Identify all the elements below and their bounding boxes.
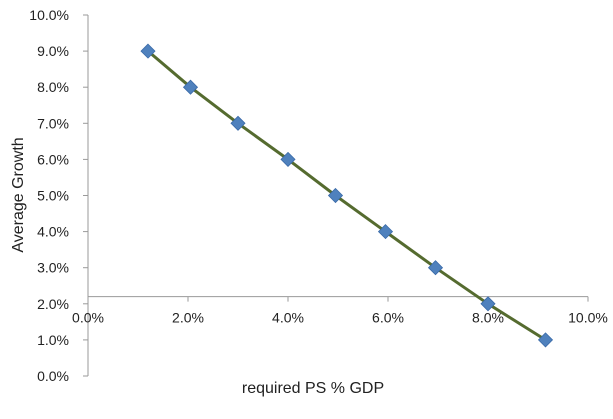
axes: 0.0%1.0%2.0%3.0%4.0%5.0%6.0%7.0%8.0%9.0%… xyxy=(29,7,608,384)
series-layer xyxy=(140,43,554,348)
labels: required PS % GDP Average Growth xyxy=(10,137,384,397)
data-point xyxy=(280,151,296,167)
x-tick-label: 4.0% xyxy=(272,310,304,326)
y-tick-label: 2.0% xyxy=(37,296,69,312)
y-tick-label: 4.0% xyxy=(37,224,69,240)
data-point xyxy=(480,296,496,312)
y-tick-label: 9.0% xyxy=(37,43,69,59)
y-axis-title: Average Growth xyxy=(10,137,27,252)
y-tick-label: 0.0% xyxy=(37,368,69,384)
data-point xyxy=(140,43,156,59)
data-point xyxy=(377,224,394,240)
x-tick-label: 0.0% xyxy=(72,310,104,326)
x-tick-label: 8.0% xyxy=(472,310,504,326)
y-tick-label: 6.0% xyxy=(37,151,69,167)
y-tick-label: 7.0% xyxy=(37,115,69,131)
x-tick-label: 2.0% xyxy=(172,310,204,326)
data-point xyxy=(427,260,444,276)
y-tick-label: 5.0% xyxy=(37,188,69,204)
y-tick-label: 8.0% xyxy=(37,79,69,95)
data-point xyxy=(182,79,199,95)
y-tick-label: 3.0% xyxy=(37,260,69,276)
y-tick-label: 10.0% xyxy=(29,7,69,23)
data-point xyxy=(537,332,554,348)
x-axis-title: required PS % GDP xyxy=(242,380,384,397)
data-point xyxy=(230,115,246,131)
x-tick-label: 6.0% xyxy=(372,310,404,326)
data-point xyxy=(327,187,344,204)
x-tick-label: 10.0% xyxy=(568,310,608,326)
y-tick-label: 1.0% xyxy=(37,332,69,348)
